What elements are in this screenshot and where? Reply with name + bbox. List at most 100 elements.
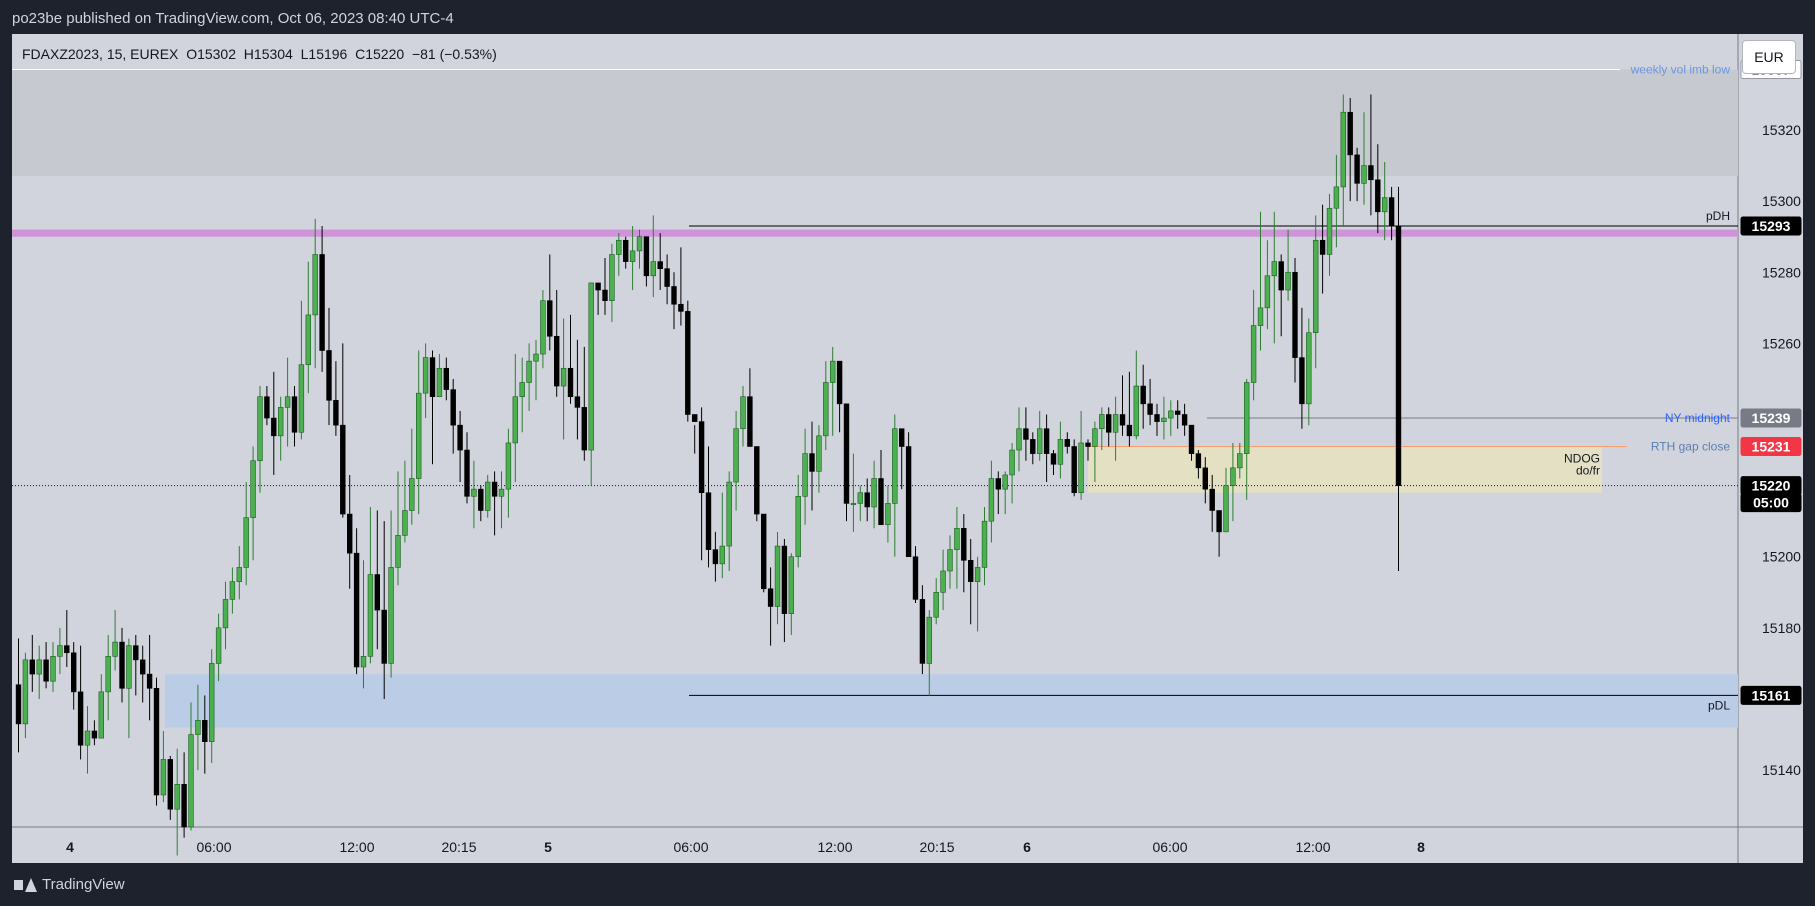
- candle-body: [1209, 488, 1215, 511]
- x-tick-label: 6: [1023, 839, 1031, 855]
- candle-body: [112, 641, 118, 657]
- candle-body: [181, 784, 187, 828]
- candle-body: [1140, 385, 1146, 405]
- candle-body: [1244, 382, 1250, 454]
- brand-text: TradingView: [42, 876, 125, 893]
- candle-body: [1306, 332, 1312, 405]
- pdl-zone: [165, 674, 1738, 728]
- candle-body: [1292, 271, 1298, 358]
- candle-body: [1133, 385, 1140, 437]
- candle-body: [1319, 239, 1326, 255]
- candle-body: [636, 236, 643, 252]
- candle-body: [1154, 414, 1160, 422]
- candle-body: [540, 300, 546, 355]
- candle-body: [678, 303, 684, 312]
- candle-body: [829, 360, 836, 383]
- candle-body: [1264, 275, 1271, 309]
- x-tick-label: 20:15: [441, 839, 476, 855]
- candle-body: [1071, 446, 1077, 494]
- candle-body: [553, 335, 560, 387]
- candle-body: [1278, 261, 1284, 291]
- candle-body: [29, 659, 35, 675]
- candle-body: [1216, 510, 1222, 533]
- candle-body: [774, 545, 781, 607]
- candle-body: [505, 442, 512, 490]
- publisher-text: po23be published on TradingView.com, Oct…: [12, 10, 454, 27]
- x-tick-label: 5: [544, 839, 552, 855]
- candle-body: [291, 396, 298, 433]
- candle-body: [250, 460, 256, 518]
- candle-body: [574, 396, 581, 408]
- ny-midnight-label: NY midnight: [1665, 411, 1731, 425]
- ndog-label: NDOG: [1564, 452, 1600, 466]
- candle-body: [781, 545, 788, 614]
- candle-body: [671, 286, 677, 305]
- candle-body: [436, 367, 443, 398]
- candle-body: [119, 641, 125, 689]
- candle-body: [1092, 428, 1098, 447]
- x-tick-label: 12:00: [817, 839, 852, 855]
- candle-body: [905, 446, 912, 558]
- price-label-tag: [1740, 437, 1802, 457]
- price-label-tag: [1740, 216, 1802, 236]
- candle-body: [1250, 325, 1257, 383]
- y-tick-label: 15300: [1762, 193, 1801, 209]
- currency-button[interactable]: EUR: [1742, 40, 1796, 74]
- candle-body: [457, 424, 463, 451]
- candle-body: [491, 481, 498, 497]
- candle-body: [43, 659, 49, 682]
- candle-body: [954, 527, 960, 550]
- candle-body: [1181, 414, 1188, 426]
- legend-symbol: FDAXZ2023, 15, EUREX: [22, 46, 179, 62]
- candle-body: [926, 616, 933, 664]
- candle-body: [346, 513, 353, 554]
- candle-body: [933, 592, 939, 618]
- legend-low: L15196: [300, 46, 348, 62]
- candle-body: [616, 239, 622, 255]
- candle-body: [153, 688, 160, 796]
- candle-body: [947, 549, 953, 572]
- candle-body: [1202, 467, 1209, 490]
- tradingview-logo[interactable]: TradingView: [14, 876, 125, 893]
- candle-body: [1347, 111, 1353, 156]
- x-tick-label: 4: [66, 839, 74, 855]
- candle-body: [1195, 453, 1202, 469]
- y-tick-label: 15140: [1762, 762, 1801, 778]
- x-tick-label: 12:00: [1295, 839, 1330, 855]
- candle-body: [816, 435, 822, 472]
- purple-level-zone: [12, 229, 1738, 237]
- price-label-text: 15239: [1752, 410, 1791, 426]
- candle-body: [36, 659, 42, 675]
- y-tick-label: 15260: [1762, 335, 1801, 351]
- candle-body: [77, 691, 84, 746]
- ndog-zone: [1088, 446, 1602, 493]
- candle-body: [64, 645, 70, 654]
- candle-body: [974, 567, 981, 582]
- candle-body: [146, 673, 153, 689]
- candle-body: [892, 428, 898, 504]
- price-label-tag: [1740, 408, 1802, 428]
- candle-body: [312, 254, 318, 316]
- symbol-legend: FDAXZ2023, 15, EUREX O15302 H15304 L1519…: [22, 46, 497, 62]
- y-tick-label: 15180: [1762, 620, 1801, 636]
- candle-body: [802, 453, 808, 497]
- candle-body: [22, 659, 29, 725]
- candle-body: [698, 421, 705, 494]
- y-tick-label: 15200: [1762, 549, 1801, 565]
- x-tick-label: 06:00: [673, 839, 708, 855]
- pdl-label: pDL: [1708, 698, 1730, 712]
- candle-body: [257, 396, 263, 462]
- candle-body: [685, 311, 691, 415]
- chart-canvas[interactable]: weekly vol imb low pDH NY midnight RTH gap …: [12, 34, 1803, 863]
- candle-body: [415, 392, 422, 479]
- candle-body: [760, 513, 767, 590]
- candle-body: [1257, 307, 1264, 326]
- candle-body: [91, 730, 98, 739]
- candle-body: [1326, 207, 1333, 255]
- candle-body: [726, 481, 732, 547]
- candle-body: [512, 396, 518, 444]
- rth-gap-close-label: RTH gap close: [1651, 440, 1730, 454]
- candle-body: [912, 556, 919, 600]
- candle-body: [1009, 449, 1015, 476]
- candle-body: [305, 314, 311, 366]
